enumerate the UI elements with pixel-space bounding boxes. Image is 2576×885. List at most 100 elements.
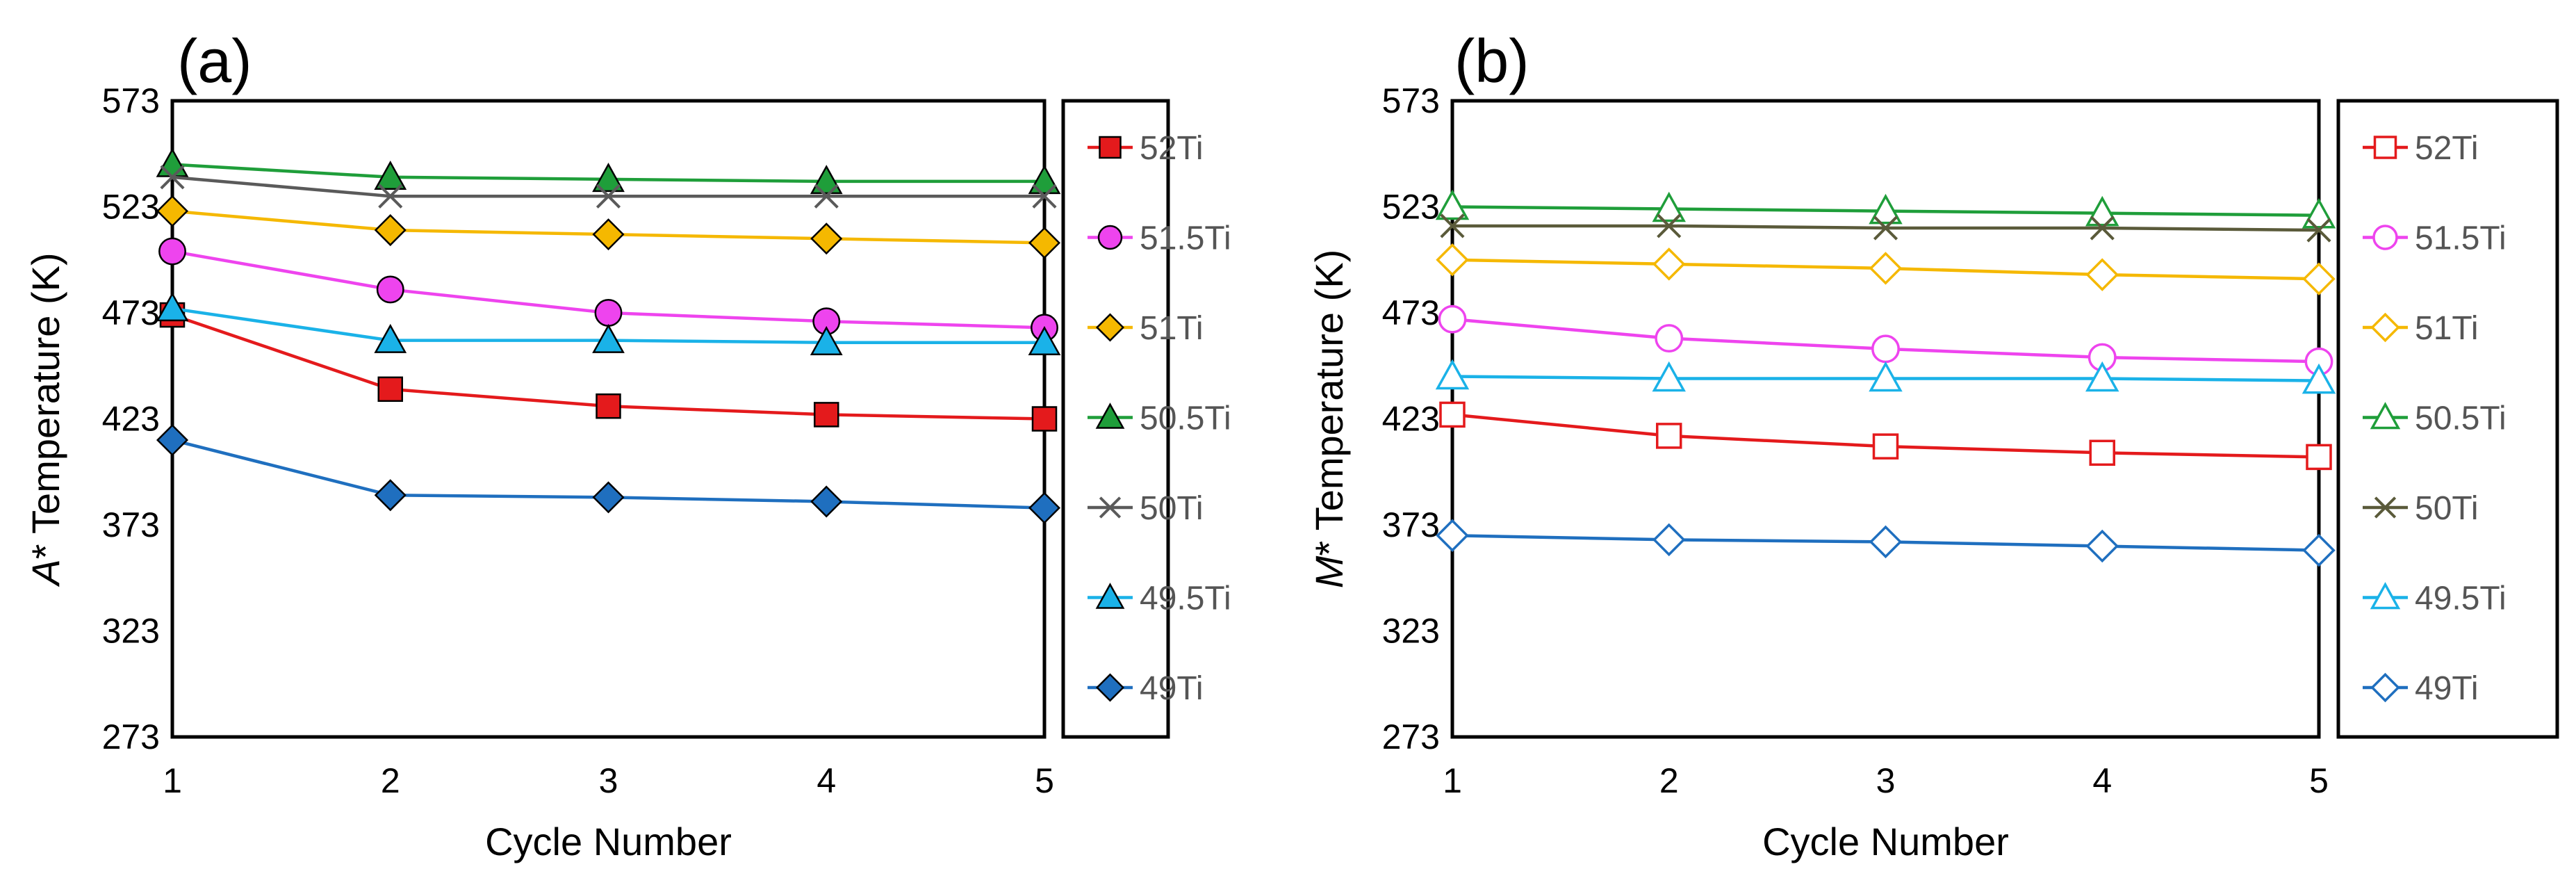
y-tick-label: 323: [1382, 612, 1440, 651]
data-point: [1032, 184, 1057, 209]
data-point: [374, 214, 407, 247]
data-point: [2089, 439, 2115, 466]
series-50Ti: [160, 165, 1057, 209]
data-point: [592, 323, 625, 353]
legend-item-49Ti: 49Ti: [2363, 670, 2479, 707]
data-point: [1871, 334, 1900, 364]
y-axis-title: M* Temperature (K): [1307, 250, 1351, 589]
x-tick-label: 3: [599, 761, 618, 800]
series-49Ti: [156, 423, 1061, 524]
y-tick-label: 423: [102, 400, 160, 439]
chart-panel-b: (b) 273 323 373 423 473 523 573 1 2 3 4 5 Cycle Numbe…: [1307, 26, 2559, 863]
y-tick-label: 323: [102, 612, 160, 651]
legend-marker: [1097, 225, 1123, 250]
y-axis-title: A* Temperature (K): [24, 252, 67, 587]
data-point: [1652, 191, 1686, 222]
legend-label: 49Ti: [2415, 670, 2479, 707]
data-point: [1028, 227, 1061, 259]
legend-item-50.5Ti: 50.5Ti: [2363, 400, 2507, 437]
x-tick-label: 5: [2309, 761, 2329, 800]
legend-marker: [2373, 136, 2397, 159]
legend-marker: [1099, 136, 1122, 159]
series-49.5Ti: [1435, 359, 2336, 394]
data-point: [1436, 243, 1469, 277]
data-point: [1872, 433, 1899, 460]
x-tick-label: 3: [1876, 761, 1896, 800]
legend-marker: [2372, 225, 2398, 250]
legend-marker: [2370, 312, 2400, 343]
legend-label: 50Ti: [2415, 490, 2479, 527]
data-point: [2306, 444, 2332, 471]
legend-marker: [1095, 673, 1125, 702]
series-50.5Ti: [156, 147, 1061, 195]
x-axis-title: Cycle Number: [485, 820, 732, 863]
data-point: [1869, 252, 1903, 285]
y-axis-title-text: * Temperature (K): [24, 252, 67, 559]
series-52Ti: [159, 302, 1058, 432]
legend-label: 51.5Ti: [2415, 220, 2507, 257]
data-point: [810, 485, 843, 518]
data-point: [2085, 529, 2119, 563]
legend-item-51Ti: 51Ti: [2363, 310, 2479, 347]
data-point: [810, 325, 843, 355]
data-point: [592, 218, 625, 251]
data-point: [1655, 324, 1684, 353]
data-point: [2302, 262, 2336, 295]
data-point: [810, 222, 843, 255]
data-point: [156, 292, 189, 322]
data-point: [596, 184, 621, 209]
legend-item-52Ti: 52Ti: [1088, 130, 1204, 167]
chart-panel-a: (a) 273 323 373 423 473 523 573 1 2 3 4 5 Cycle Numbe…: [24, 26, 1231, 863]
legend-item-50.5Ti: 50.5Ti: [1088, 400, 1231, 437]
legend-item-51.5Ti: 51.5Ti: [2363, 220, 2507, 257]
legend: 52Ti 51.5Ti 51Ti 50.5Ti 50Ti 49.5Ti 49Ti: [1061, 99, 1231, 739]
data-point: [376, 275, 404, 304]
data-point: [1436, 519, 1469, 552]
data-point: [2306, 218, 2331, 243]
x-tick-label: 5: [1035, 761, 1054, 800]
data-point: [1439, 401, 1466, 428]
data-point: [1652, 247, 1686, 281]
legend-label: 51.5Ti: [1140, 220, 1231, 257]
data-point: [1873, 216, 1898, 241]
y-tick-label: 473: [102, 293, 160, 332]
legend-label: 50.5Ti: [2415, 400, 2507, 437]
y-axis-title-symbol: M: [1307, 555, 1351, 588]
legend-item-49Ti: 49Ti: [1088, 670, 1204, 707]
data-point: [158, 237, 186, 266]
data-point: [374, 160, 407, 190]
x-tick-label: 2: [1659, 761, 1679, 800]
data-point: [1028, 165, 1061, 195]
legend-marker: [1099, 496, 1122, 519]
data-point: [2090, 216, 2115, 241]
legend-marker: [1095, 313, 1125, 342]
data-point: [156, 147, 189, 177]
x-tick-label: 1: [163, 761, 182, 800]
data-point: [1869, 193, 1903, 225]
data-point: [374, 323, 407, 353]
legend-item-51Ti: 51Ti: [1088, 310, 1204, 347]
legend: 52Ti 51.5Ti 51Ti 50.5Ti 50Ti 49.5Ti 49Ti: [2336, 99, 2559, 739]
data-point: [1440, 213, 1465, 238]
data-point: [596, 393, 621, 419]
data-point: [2302, 197, 2336, 229]
y-axis-title-text: * Temperature (K): [1307, 250, 1351, 556]
x-tick-label: 2: [381, 761, 400, 800]
series-51Ti: [1436, 243, 2336, 295]
data-point: [1657, 213, 1682, 238]
x-axis-title: Cycle Number: [1762, 820, 2009, 863]
data-point: [2302, 363, 2336, 394]
legend-item-50Ti: 50Ti: [2363, 490, 2479, 527]
y-tick-label: 523: [1382, 188, 1440, 227]
legend-label: 51Ti: [2415, 310, 2479, 347]
data-point: [1652, 361, 1686, 392]
series-49.5Ti: [156, 292, 1061, 355]
legend-item-50Ti: 50Ti: [1088, 490, 1204, 527]
series-51.5Ti: [1438, 305, 2333, 376]
y-tick-label: 373: [102, 505, 160, 544]
legend-marker: [2370, 402, 2401, 430]
series-51Ti: [156, 195, 1061, 259]
panel-label: (b): [1454, 26, 1529, 95]
series-51.5Ti: [158, 237, 1058, 342]
legend-item-49.5Ti: 49.5Ti: [2363, 580, 2507, 617]
